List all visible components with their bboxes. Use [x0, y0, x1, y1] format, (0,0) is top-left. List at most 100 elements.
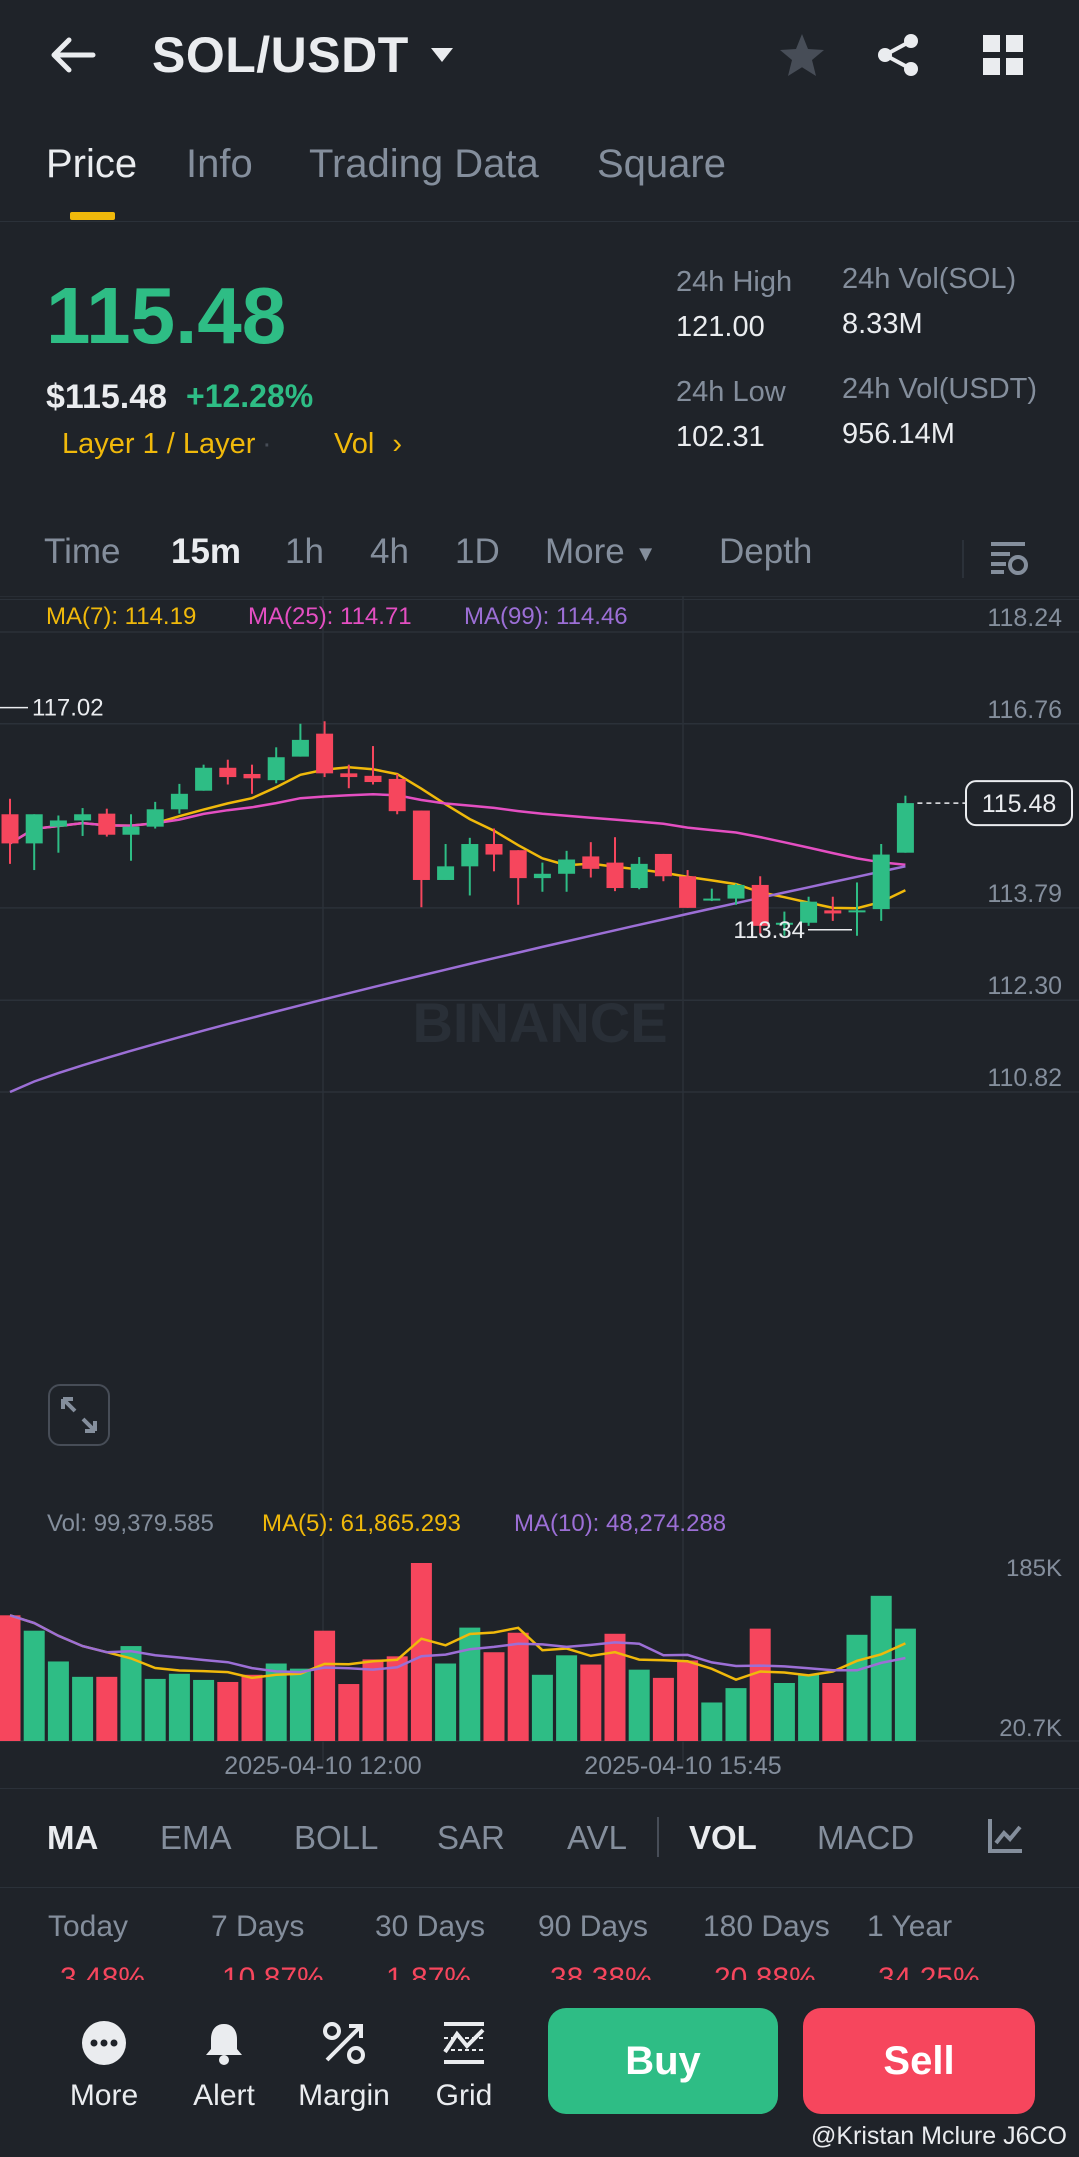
volume-bar	[556, 1655, 578, 1741]
chart-settings-icon[interactable]	[988, 538, 1028, 583]
candle-body	[291, 739, 309, 757]
vol-link[interactable]: Vol ›	[334, 428, 402, 461]
tab-trading-data[interactable]: Trading Data	[309, 142, 539, 186]
indicator-avl[interactable]: AVL	[567, 1819, 627, 1856]
low-marker-label: 113.34	[733, 917, 805, 944]
volume-bar	[144, 1678, 166, 1741]
volume-bar	[822, 1683, 844, 1741]
candle-body	[582, 856, 600, 869]
interval-time[interactable]: Time	[44, 532, 121, 571]
volume-bar	[483, 1652, 505, 1741]
candle-body	[848, 910, 866, 913]
indicator-ema[interactable]: EMA	[160, 1819, 232, 1856]
interval-1d[interactable]: 1D	[455, 532, 500, 571]
candle-body	[170, 793, 188, 810]
volume-bar	[96, 1676, 118, 1741]
chevron-right-icon: ›	[392, 428, 402, 460]
margin-label: Margin	[298, 2079, 390, 2112]
volume-bar	[894, 1628, 916, 1741]
margin-button[interactable]: Margin	[294, 2020, 394, 2113]
candle-body	[509, 850, 527, 879]
volume-bar	[410, 1563, 432, 1741]
price-chart[interactable]: 118.24 116.76 113.79 112.30 110.82 BINANCE MA(…	[0, 596, 1079, 1796]
indicator-ma[interactable]: MA	[47, 1819, 99, 1856]
candle-body	[74, 814, 92, 821]
volume-bar	[289, 1668, 311, 1741]
interval-4h[interactable]: 4h	[370, 532, 409, 571]
ma7-label: MA(7): 114.19	[46, 603, 196, 630]
vol-axis-tick: 20.7K	[999, 1715, 1062, 1742]
candle-body	[654, 853, 672, 877]
candle-body	[461, 844, 479, 867]
binance-watermark: BINANCE	[412, 991, 667, 1054]
indicator-boll[interactable]: BOLL	[294, 1819, 379, 1856]
perf-value-90d: 38.38%	[550, 1962, 652, 1982]
volume-bar	[386, 1656, 408, 1741]
perf-value-today: 3.48%	[60, 1962, 146, 1982]
stat-high-label: 24h High	[676, 266, 793, 298]
current-price-label: 115.48	[982, 790, 1057, 818]
more-button[interactable]: More	[54, 2020, 154, 2113]
volume-bar	[217, 1681, 239, 1741]
price-change: +12.28%	[186, 378, 314, 414]
volume-bar	[580, 1664, 602, 1741]
vol-ma5-label: MA(5): 61,865.293	[262, 1510, 461, 1537]
top-header: SOL/USDT	[0, 0, 1079, 110]
perf-label-7d: 7 Days	[211, 1910, 305, 1943]
buy-button[interactable]: Buy	[548, 2008, 778, 2114]
grid-button[interactable]: Grid	[414, 2020, 514, 2113]
tag-separator: ·	[262, 428, 272, 460]
vol-ma10-label: MA(10): 48,274.288	[514, 1510, 726, 1537]
star-icon[interactable]	[772, 25, 832, 85]
y-axis-tick: 110.82	[987, 1064, 1062, 1092]
sell-button[interactable]: Sell	[803, 2008, 1035, 2114]
indicator-macd[interactable]: MACD	[817, 1819, 915, 1856]
indicator-bar: MA EMA BOLL SAR AVL VOL MACD	[0, 1788, 1079, 1888]
expand-chart-icon[interactable]	[48, 1384, 110, 1446]
divider	[657, 1817, 659, 1857]
candle-body	[267, 757, 285, 781]
candlestick-chart[interactable]: 118.24 116.76 113.79 112.30 110.82 BINANCE MA(…	[0, 596, 1079, 1796]
interval-15m[interactable]: 15m	[171, 532, 242, 571]
alert-button[interactable]: Alert	[174, 2020, 274, 2113]
perf-label-1y: 1 Year	[867, 1910, 953, 1943]
share-icon[interactable]	[868, 25, 928, 85]
volume-bar	[459, 1627, 481, 1741]
ma99-line	[9, 865, 906, 1094]
volume-bar	[507, 1632, 529, 1741]
tab-info[interactable]: Info	[186, 142, 253, 186]
back-arrow-icon[interactable]	[43, 25, 103, 85]
tab-price[interactable]: Price	[46, 142, 138, 186]
detail-tabs: Price Info Trading Data Square	[0, 130, 1079, 222]
candle-body	[340, 773, 358, 778]
volume-bar	[168, 1673, 190, 1741]
indicator-sar[interactable]: SAR	[437, 1819, 505, 1856]
candle-body	[679, 876, 697, 908]
candle-body	[25, 814, 43, 844]
indicator-vol[interactable]: VOL	[689, 1819, 757, 1856]
candle-body	[195, 767, 213, 791]
more-dots-icon	[82, 2021, 126, 2065]
indicator-settings-icon[interactable]	[986, 1817, 1024, 1860]
pair-title[interactable]: SOL/USDT	[152, 27, 409, 83]
interval-1h[interactable]: 1h	[285, 532, 324, 571]
candle-body	[775, 922, 793, 925]
grid-bot-icon	[443, 2022, 485, 2064]
interval-depth[interactable]: Depth	[719, 532, 813, 571]
candle-body	[316, 733, 334, 774]
candle-body	[1, 814, 19, 844]
perf-value-7d: 10.87%	[222, 1962, 324, 1982]
interval-more[interactable]: More ▼	[545, 532, 657, 572]
stat-high-value: 121.00	[676, 311, 765, 343]
ma25-label: MA(25): 114.71	[248, 603, 412, 630]
category-tag[interactable]: Layer 1 / Layer	[62, 428, 256, 460]
price-usd: $115.48	[46, 378, 168, 416]
vol-ma5-line	[9, 1614, 906, 1682]
caret-down-icon[interactable]	[422, 25, 462, 85]
tab-square[interactable]: Square	[597, 142, 726, 186]
candle-body	[98, 813, 116, 835]
y-axis-tick: 116.76	[987, 696, 1062, 724]
candle-body	[558, 859, 576, 874]
perf-value-30d: 1.87%	[386, 1962, 472, 1982]
grid-icon[interactable]	[973, 25, 1033, 85]
